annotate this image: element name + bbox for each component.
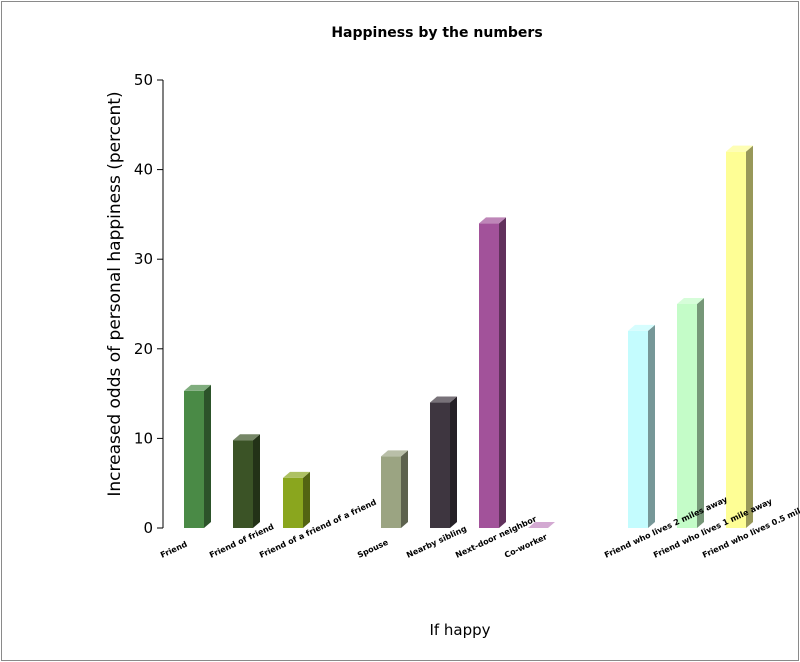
y-tick-label: 20	[134, 340, 153, 358]
bar-side	[499, 217, 506, 529]
bar-top	[233, 434, 260, 441]
bar-front	[233, 440, 253, 528]
bar	[479, 217, 506, 529]
y-tick-label: 0	[143, 519, 153, 537]
bar-side	[204, 384, 211, 528]
bar-side	[746, 145, 753, 528]
bar-top	[430, 396, 457, 403]
bar	[233, 434, 260, 528]
y-axis-label: Increased odds of personal happiness (pe…	[105, 91, 125, 496]
category-label: Spouse	[356, 538, 390, 560]
bar	[726, 145, 753, 528]
bar-side	[401, 450, 408, 528]
bar-top	[283, 471, 310, 478]
y-axis: 0 10 20 30 40 50	[134, 71, 164, 537]
bar-top	[184, 384, 211, 391]
chart-title: Happiness by the numbers	[331, 25, 542, 41]
bars	[184, 145, 753, 529]
category-label: Friend	[159, 540, 189, 560]
bar-front	[726, 151, 746, 528]
bar-top	[528, 522, 555, 528]
bar-front	[283, 477, 303, 528]
y-tick-label: 10	[134, 429, 153, 447]
y-tick-label: 50	[134, 71, 153, 89]
bar-side	[697, 298, 704, 528]
bar-front	[430, 402, 450, 528]
bar-top	[726, 145, 753, 152]
bar-side	[253, 434, 260, 528]
bar-top	[677, 298, 704, 304]
bar-side	[450, 396, 457, 528]
bar	[430, 396, 457, 528]
bar-top	[381, 450, 408, 457]
bar	[677, 298, 704, 528]
bar-side	[303, 471, 310, 528]
bar	[283, 471, 310, 528]
category-label: Co-worker	[503, 532, 549, 560]
bar	[628, 324, 655, 528]
bar-front	[479, 223, 499, 529]
bar	[381, 450, 408, 528]
bar-side	[648, 324, 655, 528]
bar-top	[628, 324, 655, 331]
bar	[528, 522, 555, 528]
x-axis-label: If happy	[429, 621, 490, 639]
bar-front	[381, 456, 401, 528]
bar-front	[184, 390, 204, 528]
y-tick-label: 40	[134, 161, 153, 179]
bar-front	[677, 304, 697, 528]
y-tick-label: 30	[134, 250, 153, 268]
bar-top	[479, 217, 506, 224]
bar	[184, 384, 211, 528]
bar-front	[628, 330, 648, 528]
